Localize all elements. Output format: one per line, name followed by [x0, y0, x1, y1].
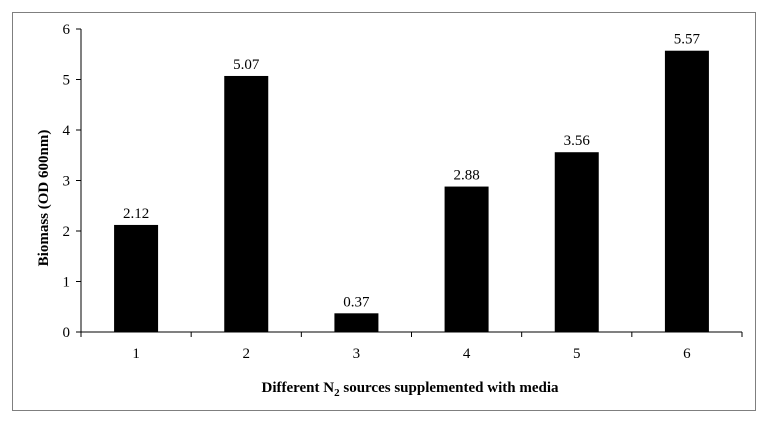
bar-2	[224, 75, 269, 332]
y-axis-title: Biomass (OD 600nm)	[36, 130, 52, 267]
data-label-4: 2.88	[453, 168, 479, 184]
x-tick-label-4: 4	[463, 346, 471, 362]
data-label-2: 5.07	[233, 57, 260, 73]
data-labels: 2.12 5.07 0.37 2.88 3.56 5.57	[123, 32, 701, 311]
chart-frame	[12, 12, 756, 411]
bar-4	[444, 186, 489, 332]
data-label-5: 3.56	[564, 133, 591, 149]
bar-5	[554, 152, 599, 332]
bar-6	[664, 50, 709, 333]
y-ticks: 0 1 2 3 4 5 6	[63, 22, 81, 341]
y-tick-label: 5	[63, 73, 71, 89]
bars	[114, 50, 709, 333]
y-tick-label: 3	[63, 174, 71, 190]
x-axis-title: Different N2 sources supplemented with m…	[261, 380, 559, 399]
x-ticks: 1 2 3 4 5 6	[80, 332, 743, 362]
y-tick-label: 0	[63, 325, 71, 341]
x-tick-label-3: 3	[353, 346, 361, 362]
x-tick-label-5: 5	[573, 346, 581, 362]
x-tick-label-6: 6	[683, 346, 691, 362]
y-tick-label: 4	[63, 123, 71, 139]
data-label-3: 0.37	[343, 294, 370, 310]
data-label-1: 2.12	[123, 206, 149, 222]
bar-1	[114, 224, 159, 332]
y-tick-label: 1	[63, 275, 71, 291]
y-tick-label: 2	[63, 224, 71, 240]
x-tick-label-1: 1	[132, 346, 140, 362]
x-axis-title-prefix: Different N	[261, 380, 334, 396]
x-axis-title-subscript: 2	[334, 387, 340, 399]
data-label-6: 5.57	[674, 32, 701, 48]
x-axis-title-suffix: sources supplemented with media	[340, 380, 559, 396]
bar-3	[334, 313, 379, 332]
x-tick-label-2: 2	[243, 346, 251, 362]
y-tick-label: 6	[63, 22, 71, 38]
